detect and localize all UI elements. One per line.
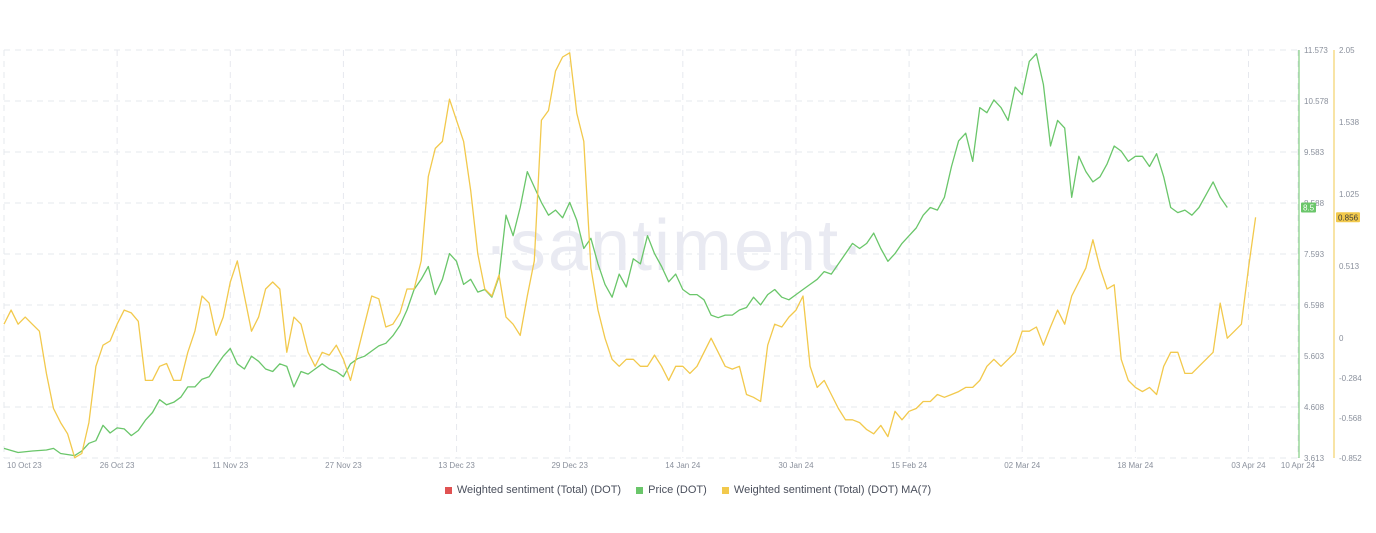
legend-label: Weighted sentiment (Total) (DOT) <box>456 484 622 496</box>
price-series-line <box>3 53 1228 457</box>
sentiment-axis-tick-label: 1.538 <box>1339 118 1360 127</box>
price-axis-tick-label: 11.573 <box>1304 46 1328 55</box>
chart-legend: Weighted sentiment (Total) (DOT) Price (… <box>0 484 1376 497</box>
legend-swatch-yellow <box>721 486 729 494</box>
x-axis-ticks: 10 Oct 23 26 Oct 23 11 Nov 23 27 Nov 23 13 D… <box>7 461 1316 470</box>
sentiment-axis-tick-label: -0.284 <box>1339 374 1362 383</box>
price-axis-tick-label: 10.578 <box>1304 97 1329 106</box>
grid-lines <box>3 49 1299 459</box>
x-axis-tick-label: 14 Jan 24 <box>665 461 701 470</box>
price-axis-tick-label: 4.608 <box>1304 403 1325 412</box>
legend-label: Price (DOT) <box>648 484 707 496</box>
series-lines <box>3 52 1257 459</box>
x-axis-tick-label: 02 Mar 24 <box>1004 461 1041 470</box>
sentiment-axis-tick-label: -0.568 <box>1339 414 1362 423</box>
axes: 11.57310.5789.5838.5887.5936.5985.6034.6… <box>1298 46 1362 463</box>
x-axis-tick-label: 11 Nov 23 <box>212 461 248 470</box>
x-axis-tick-label: 18 Mar 24 <box>1117 461 1154 470</box>
x-axis-tick-label: 10 Apr 24 <box>1281 461 1316 470</box>
legend-item-price[interactable]: Price (DOT) <box>636 484 707 496</box>
x-axis-tick-label: 27 Nov 23 <box>325 461 362 470</box>
legend-label: Weighted sentiment (Total) (DOT) MA(7) <box>733 484 932 496</box>
price-axis-tick-label: 6.598 <box>1304 301 1325 310</box>
sentiment-current-badge <box>1336 212 1360 223</box>
x-axis-tick-label: 13 Dec 23 <box>438 461 475 470</box>
price-axis-tick-label: 3.613 <box>1304 454 1325 463</box>
x-axis-tick-label: 15 Feb 24 <box>891 461 928 470</box>
price-axis-tick-label: 9.583 <box>1304 148 1325 157</box>
x-axis-tick-label: 10 Oct 23 <box>7 461 42 470</box>
sentiment-axis-tick-label: 1.025 <box>1339 190 1360 199</box>
legend-swatch-green <box>636 486 644 494</box>
price-current-badge-text: 8.5 <box>1303 204 1315 213</box>
sentiment-axis-tick-label: 2.05 <box>1339 46 1355 55</box>
sentiment-axis-tick-label: -0.852 <box>1339 454 1362 463</box>
price-current-badge <box>1301 202 1316 213</box>
x-axis-tick-label: 30 Jan 24 <box>778 461 814 470</box>
sentiment-ma7-series-line <box>3 52 1257 459</box>
x-axis-tick-label: 26 Oct 23 <box>100 461 135 470</box>
price-axis-tick-label: 7.593 <box>1304 250 1325 259</box>
sentiment-axis-tick-label: 0.513 <box>1339 262 1360 271</box>
santiment-watermark: ·santiment· <box>484 206 866 286</box>
price-axis-tick-label: 5.603 <box>1304 352 1325 361</box>
x-axis-tick-label: 03 Apr 24 <box>1231 461 1266 470</box>
legend-item-weighted-sentiment[interactable]: Weighted sentiment (Total) (DOT) <box>444 484 622 496</box>
value-badges: 8.5 0.856 <box>1301 202 1360 223</box>
sentiment-axis-tick-label: 0 <box>1339 334 1344 343</box>
sentiment-current-badge-text: 0.856 <box>1338 213 1359 222</box>
legend-swatch-red <box>444 486 452 494</box>
x-axis-tick-label: 29 Dec 23 <box>551 461 588 470</box>
legend-item-weighted-sentiment-ma7[interactable]: Weighted sentiment (Total) (DOT) MA(7) <box>721 484 932 496</box>
